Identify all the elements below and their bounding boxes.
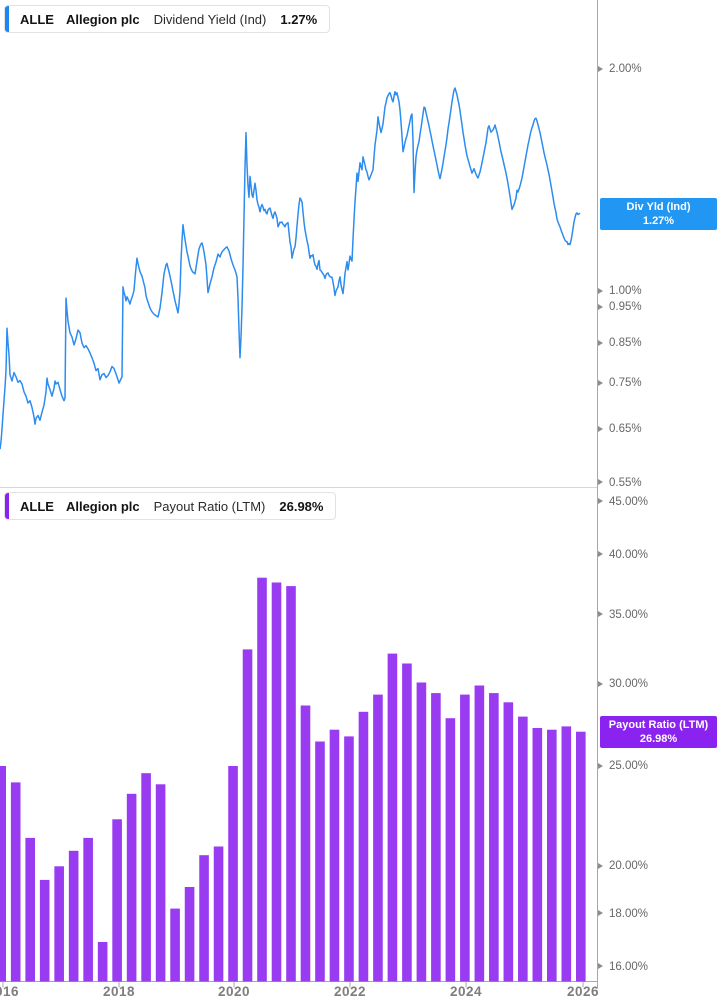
y-tick-arrow-icon xyxy=(598,963,603,970)
legend-accent-purple xyxy=(5,493,9,519)
x-tick-label: 2026 xyxy=(566,984,600,999)
badge-value: 1.27% xyxy=(642,215,675,227)
legend-dividend-yield[interactable]: ALLE Allegion plc Dividend Yield (Ind) 1… xyxy=(4,5,331,33)
y-tick-label: 18.00% xyxy=(609,907,649,920)
y-tick-label: 45.00% xyxy=(609,495,649,508)
company-name: Allegion plc xyxy=(65,498,140,514)
badge-label: Div Yld (Ind) xyxy=(626,201,691,213)
payout-ratio-bar[interactable] xyxy=(518,716,528,982)
payout-ratio-bar[interactable] xyxy=(460,694,470,982)
ticker-symbol: ALLE xyxy=(20,11,54,27)
y-tick-arrow-icon xyxy=(598,65,603,72)
payout-ratio-bar[interactable] xyxy=(329,729,340,982)
payout-ratio-bar[interactable] xyxy=(25,837,35,982)
x-tick-label: 2016 xyxy=(0,984,20,999)
payout-ratio-bar[interactable] xyxy=(547,729,557,982)
y-tick-arrow-icon xyxy=(598,910,603,917)
y-tick-label: 30.00% xyxy=(609,678,649,690)
badge-label: Payout Ratio (LTM) xyxy=(608,719,709,731)
dividend-yield-line[interactable] xyxy=(0,87,581,450)
y-tick-arrow-icon xyxy=(598,339,603,346)
legend-payout-ratio[interactable]: ALLE Allegion plc Payout Ratio (LTM) 26.… xyxy=(4,492,337,520)
y-tick-arrow-icon xyxy=(598,498,603,505)
payout-ratio-bar[interactable] xyxy=(474,685,485,982)
payout-ratio-bar[interactable] xyxy=(387,653,398,982)
payout-ratio-bar[interactable] xyxy=(358,711,369,982)
last-value-badge-payout-ratio: Payout Ratio (LTM) 26.98% xyxy=(600,716,717,748)
payout-ratio-bar[interactable] xyxy=(489,693,499,982)
y-tick-arrow-icon xyxy=(598,479,603,485)
y-tick-label: 0.75% xyxy=(609,377,642,390)
metric-value: 26.98% xyxy=(279,498,324,514)
payout-ratio-bar[interactable] xyxy=(445,718,456,982)
y-tick-label: 2.00% xyxy=(609,63,642,75)
metric-name: Dividend Yield (Ind) xyxy=(153,11,267,27)
y-tick-label: 35.00% xyxy=(609,608,649,621)
x-tick-label: 2024 xyxy=(449,984,483,999)
payout-ratio-bar[interactable] xyxy=(170,908,180,982)
payout-ratio-bar[interactable] xyxy=(503,702,514,982)
y-tick-label: 1.00% xyxy=(609,285,642,297)
payout-ratio-bar[interactable] xyxy=(83,837,93,982)
payout-ratio-bar[interactable] xyxy=(576,731,586,982)
y-tick-arrow-icon xyxy=(598,611,603,618)
payout-ratio-bar[interactable] xyxy=(271,582,282,982)
payout-ratio-bar[interactable] xyxy=(431,693,441,982)
x-tick-label: 2022 xyxy=(333,984,367,999)
payout-ratio-bar[interactable] xyxy=(300,705,311,982)
metric-name: Payout Ratio (LTM) xyxy=(153,498,266,514)
y-tick-label: 0.95% xyxy=(609,301,642,314)
badge-value: 26.98% xyxy=(639,733,678,745)
y-tick-arrow-icon xyxy=(598,425,603,432)
y-tick-label: 40.00% xyxy=(609,548,649,561)
y-tick-arrow-icon xyxy=(598,862,603,869)
payout-ratio-bar[interactable] xyxy=(286,586,296,982)
y-tick-arrow-icon xyxy=(598,551,603,558)
payout-ratio-bar[interactable] xyxy=(184,887,195,982)
payout-ratio-bar[interactable] xyxy=(373,694,383,982)
payout-ratio-bar[interactable] xyxy=(402,663,412,982)
payout-ratio-bar[interactable] xyxy=(0,766,7,982)
payout-ratio-bar[interactable] xyxy=(155,784,166,982)
y-tick-label: 25.00% xyxy=(609,760,649,772)
y-tick-arrow-icon xyxy=(598,680,603,687)
legend-accent-blue xyxy=(5,6,9,32)
x-tick-label: 2018 xyxy=(102,984,136,999)
payout-ratio-bar[interactable] xyxy=(242,649,253,982)
payout-ratio-bar[interactable] xyxy=(54,866,64,982)
payout-ratio-bar[interactable] xyxy=(228,766,238,982)
payout-ratio-bar[interactable] xyxy=(416,682,427,982)
payout-ratio-bar[interactable] xyxy=(97,942,108,982)
company-name: Allegion plc xyxy=(65,11,140,27)
x-tick-label: 2020 xyxy=(217,984,251,999)
payout-ratio-bar[interactable] xyxy=(315,741,325,982)
y-tick-label: 20.00% xyxy=(609,860,649,873)
metric-value: 1.27% xyxy=(280,11,318,27)
payout-ratio-bar[interactable] xyxy=(112,819,122,982)
payout-ratio-bar[interactable] xyxy=(257,577,267,982)
y-tick-label: 0.85% xyxy=(609,337,642,350)
payout-ratio-bar[interactable] xyxy=(199,855,209,982)
last-value-badge-dividend-yield: Div Yld (Ind) 1.27% xyxy=(600,198,717,230)
payout-ratio-bar[interactable] xyxy=(561,726,572,982)
payout-ratio-bar[interactable] xyxy=(10,782,21,982)
y-tick-arrow-icon xyxy=(598,287,603,294)
y-tick-arrow-icon xyxy=(598,379,603,386)
payout-ratio-bar[interactable] xyxy=(68,850,79,982)
ticker-symbol: ALLE xyxy=(20,498,54,514)
payout-ratio-bar[interactable] xyxy=(344,736,354,982)
y-tick-label: 0.55% xyxy=(609,476,642,489)
y-tick-label: 16.00% xyxy=(609,960,649,973)
payout-ratio-bar[interactable] xyxy=(141,773,151,982)
payout-ratio-bar[interactable] xyxy=(39,879,50,982)
y-tick-arrow-icon xyxy=(598,303,603,310)
payout-ratio-bar[interactable] xyxy=(532,728,543,982)
y-tick-arrow-icon xyxy=(598,762,603,769)
payout-ratio-bar[interactable] xyxy=(213,846,224,982)
y-tick-label: 0.65% xyxy=(609,423,642,435)
payout-ratio-bar[interactable] xyxy=(126,793,137,982)
